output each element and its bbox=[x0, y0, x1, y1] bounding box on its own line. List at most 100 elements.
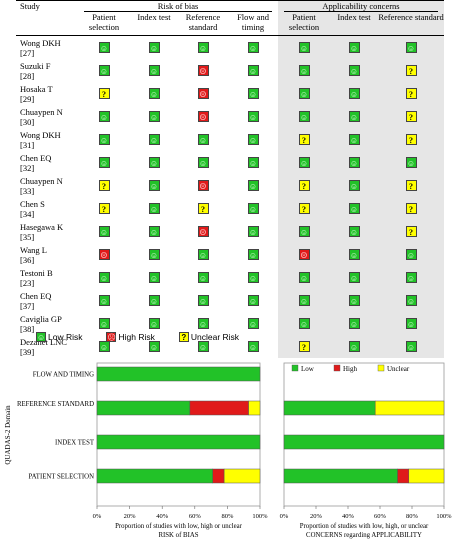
assessment-cell: ☺ bbox=[178, 335, 228, 358]
unclear-risk-icon: ? bbox=[298, 203, 310, 214]
assessment-cell: ☺ bbox=[378, 312, 445, 335]
assessment-cell: ☺ bbox=[330, 35, 378, 59]
high-risk-icon: ☹ bbox=[197, 88, 209, 99]
assessment-cell: ? bbox=[178, 197, 228, 220]
assessment-cell: ☺ bbox=[130, 312, 178, 335]
study-author: Hosaka T bbox=[20, 84, 53, 94]
x-tick-label: 80% bbox=[221, 513, 234, 520]
assessment-cell: ☺ bbox=[330, 82, 378, 105]
table-row: Caviglia GP [38] ☺ ☺ ☺ ☺ ☺ ☺ ☺ bbox=[16, 312, 445, 335]
study-cell: Dezanet LNC [39] bbox=[16, 335, 78, 358]
low-risk-icon: ☺ bbox=[148, 88, 160, 99]
study-cell: Hasegawa K [35] bbox=[16, 220, 78, 243]
study-reference: [30] bbox=[20, 117, 35, 127]
low-risk-icon: ☺ bbox=[148, 341, 160, 352]
assessment-cell: ☺ bbox=[178, 128, 228, 151]
low-risk-icon: ☺ bbox=[98, 226, 110, 237]
column-header-app-patient-selection: Patient selection bbox=[278, 12, 330, 36]
low-risk-icon: ☺ bbox=[148, 111, 160, 122]
column-header-bias-index-test: Index test bbox=[130, 12, 178, 36]
low-risk-icon: ☺ bbox=[247, 295, 259, 306]
table-row: Wang L [36] ☹ ☺ ☺ ☺ ☹ ☺ ☺ bbox=[16, 243, 445, 266]
study-author: Hasegawa K bbox=[20, 222, 64, 232]
column-header-app-index-test: Index test bbox=[330, 12, 378, 36]
plot-area bbox=[283, 362, 445, 507]
study-cell: Suzuki F [28] bbox=[16, 59, 78, 82]
low-risk-icon: ☺ bbox=[98, 157, 110, 168]
study-reference: [39] bbox=[20, 347, 35, 357]
quadas-summary-charts: FLOW AND TIMING REFERENCE STANDARD INDEX T… bbox=[4, 362, 452, 539]
assessment-cell: ☺ bbox=[78, 266, 130, 289]
assessment-cell: ☺ bbox=[228, 59, 278, 82]
group-header-applicability: Applicability concerns bbox=[278, 0, 445, 12]
assessment-cell: ☺ bbox=[78, 36, 130, 60]
high-risk-icon: ☹ bbox=[98, 249, 110, 260]
x-tick-label: 0% bbox=[280, 513, 289, 520]
assessment-cell: ☺ bbox=[330, 197, 378, 220]
assessment-cell: ? bbox=[78, 197, 130, 220]
table-row: Chuaypen N [33]? ☺ ☹ ☺? ☺? bbox=[16, 174, 445, 197]
legend-label-low: Low bbox=[301, 365, 315, 373]
unclear-risk-icon: ? bbox=[405, 203, 417, 214]
low-risk-icon: ☺ bbox=[298, 157, 310, 168]
assessment-cell: ? bbox=[378, 220, 445, 243]
table-row: Testoni B [23] ☺ ☺ ☺ ☺ ☺ ☺ ☺ bbox=[16, 266, 445, 289]
unclear-risk-icon: ? bbox=[405, 65, 417, 76]
low-risk-icon: ☺ bbox=[197, 249, 209, 260]
assessment-cell: ☺ bbox=[178, 151, 228, 174]
low-risk-icon: ☺ bbox=[148, 42, 160, 53]
category-label: REFERENCE STANDARD bbox=[17, 401, 94, 408]
assessment-cell: ☺ bbox=[228, 243, 278, 266]
low-risk-icon: ☺ bbox=[148, 203, 160, 214]
assessment-cell: ☺ bbox=[278, 266, 330, 289]
assessment-cell: ☺ bbox=[130, 220, 178, 243]
x-tick-label: 100% bbox=[252, 513, 268, 520]
assessment-cell: ☺ bbox=[130, 128, 178, 151]
low-risk-icon: ☺ bbox=[348, 42, 360, 53]
low-risk-icon: ☺ bbox=[148, 226, 160, 237]
low-risk-icon: ☺ bbox=[405, 295, 417, 306]
study-cell: Wong DKH [27] bbox=[16, 36, 78, 60]
low-risk-icon: ☺ bbox=[197, 272, 209, 283]
table-row: Wong DKH [27] ☺ ☺ ☺ ☺ ☺ ☺ ☺ bbox=[16, 35, 445, 60]
low-risk-icon: ☺ bbox=[348, 134, 360, 145]
low-risk-icon: ☺ bbox=[148, 249, 160, 260]
low-risk-icon: ☺ bbox=[348, 226, 360, 237]
assessment-cell: ☺ bbox=[130, 151, 178, 174]
low-risk-icon: ☺ bbox=[247, 134, 259, 145]
study-cell: Hosaka T [29] bbox=[16, 82, 78, 105]
low-risk-icon: ☺ bbox=[298, 65, 310, 76]
assessment-cell: ☺ bbox=[130, 197, 178, 220]
assessment-cell: ☺ bbox=[178, 36, 228, 60]
assessment-cell: ☺ bbox=[228, 36, 278, 60]
assessment-cell: ☺ bbox=[78, 105, 130, 128]
low-risk-icon: ☺ bbox=[298, 42, 310, 53]
study-author: Chen EQ bbox=[20, 291, 52, 301]
low-risk-icon: ☺ bbox=[348, 295, 360, 306]
study-author: Chuaypen N bbox=[20, 107, 63, 117]
low-risk-icon: ☺ bbox=[348, 88, 360, 99]
bar-segment-unclear bbox=[223, 468, 261, 484]
assessment-cell: ? bbox=[378, 128, 445, 151]
study-reference: [36] bbox=[20, 255, 35, 265]
study-author: Testoni B bbox=[20, 268, 53, 278]
low-risk-icon: ☺ bbox=[148, 318, 160, 329]
assessment-cell: ☺ bbox=[78, 151, 130, 174]
study-cell: Chen S [34] bbox=[16, 197, 78, 220]
low-risk-icon: ☺ bbox=[348, 318, 360, 329]
category-label: FLOW AND TIMING bbox=[33, 372, 94, 379]
study-reference: [31] bbox=[20, 140, 35, 150]
study-reference: [32] bbox=[20, 163, 35, 173]
legend-item-high: ☹ High Risk bbox=[106, 332, 155, 342]
low-risk-icon: ☺ bbox=[197, 295, 209, 306]
group-header-risk-of-bias: Risk of bias bbox=[78, 1, 278, 12]
assessment-cell: ☺ bbox=[178, 243, 228, 266]
high-risk-icon: ☹ bbox=[106, 332, 117, 342]
study-reference: [34] bbox=[20, 209, 35, 219]
bar-segment-unclear bbox=[374, 400, 445, 416]
assessment-cell: ? bbox=[78, 174, 130, 197]
assessment-cell: ☺ bbox=[330, 266, 378, 289]
x-tick-label: 60% bbox=[189, 513, 202, 520]
assessment-cell: ☺ bbox=[278, 289, 330, 312]
assessment-cell: ☺ bbox=[130, 335, 178, 358]
